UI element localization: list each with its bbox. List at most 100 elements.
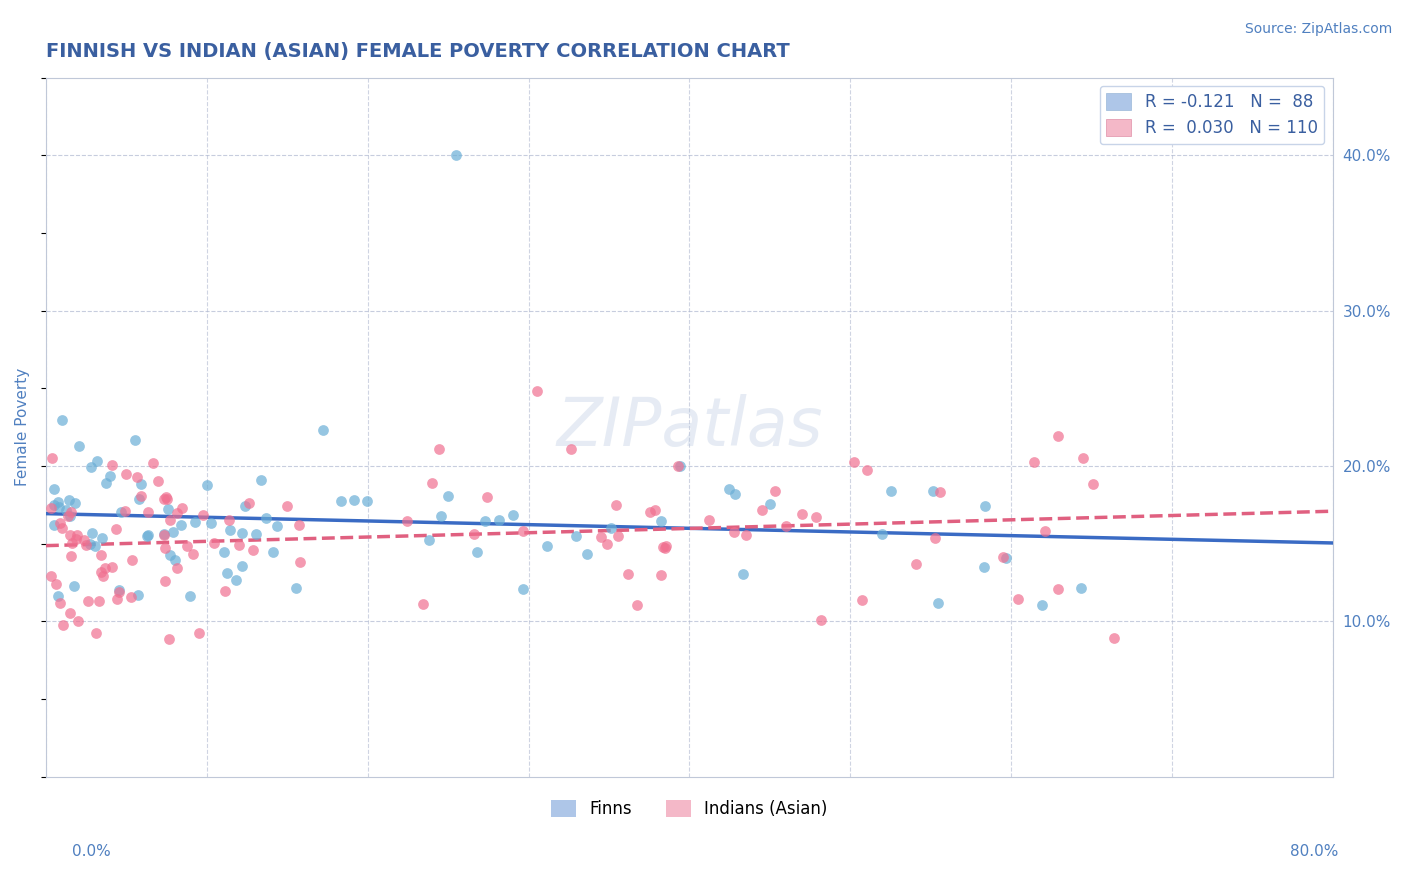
Point [565,529,588,543]
Point [58,493,80,508]
Point [928,484,950,499]
Point [775,519,797,533]
Point [734,528,756,542]
Point [60,549,83,563]
Point [994,550,1017,565]
Point [668,459,690,474]
Point [254,511,277,525]
Point [128,491,150,506]
Point [1081,476,1104,491]
Point [200,516,222,530]
Point [870,527,893,541]
Point [905,557,928,571]
Point [212,545,235,559]
Legend: Finns, Indians (Asian): Finns, Indians (Asian) [544,793,834,824]
Point [65,532,87,546]
Point [67,440,90,454]
Point [717,483,740,497]
Point [108,583,131,598]
Point [855,463,877,477]
Point [42,518,65,533]
Point [162,525,184,540]
Point [759,497,782,511]
Point [159,548,181,562]
Point [127,588,149,602]
Point [48,500,70,514]
Point [215,566,238,580]
Point [90,531,112,545]
Point [724,487,747,501]
Point [184,515,207,529]
Point [751,503,773,517]
Point [880,483,903,498]
Point [763,484,786,499]
Point [650,568,672,582]
Point [129,489,152,503]
Point [475,490,498,504]
Point [59,527,82,541]
Point [63,496,86,510]
Point [166,506,188,520]
Point [437,488,460,502]
Point [654,541,676,555]
Point [605,499,627,513]
Point [526,384,548,399]
Point [153,574,176,589]
Point [46,495,69,509]
Point [48,516,70,531]
Point [233,500,256,514]
Point [420,476,443,491]
Point [418,533,440,547]
Point [655,539,678,553]
Point [52,617,75,632]
Point [100,458,122,472]
Point [1031,598,1053,612]
Point [187,626,209,640]
Point [218,513,240,527]
Point [153,541,176,555]
Point [114,504,136,518]
Point [39,500,62,515]
Point [56,508,79,523]
Point [124,433,146,447]
Point [231,526,253,541]
Point [120,590,142,604]
Point [329,494,352,508]
Point [179,589,201,603]
Point [804,509,827,524]
Point [644,503,666,517]
Point [66,528,89,542]
Point [87,594,110,608]
Point [46,589,69,603]
Point [156,491,179,506]
Point [157,632,180,647]
Point [343,493,366,508]
Point [73,533,96,548]
Point [666,458,689,473]
Point [155,490,177,504]
Point [922,484,945,499]
Point [108,585,131,599]
Point [225,574,247,588]
Point [59,505,82,519]
Point [86,454,108,468]
Point [191,508,214,523]
Point [288,517,311,532]
Point [974,499,997,513]
Point [697,513,720,527]
Point [105,522,128,536]
Point [395,514,418,528]
Point [75,538,97,552]
Point [94,476,117,491]
Text: 80.0%: 80.0% [1291,845,1339,859]
Point [626,598,648,612]
Point [84,539,107,553]
Point [136,505,159,519]
Point [285,581,308,595]
Point [90,548,112,562]
Point [60,536,83,550]
Point [93,569,115,583]
Point [170,500,193,515]
Point [129,477,152,491]
Point [136,527,159,541]
